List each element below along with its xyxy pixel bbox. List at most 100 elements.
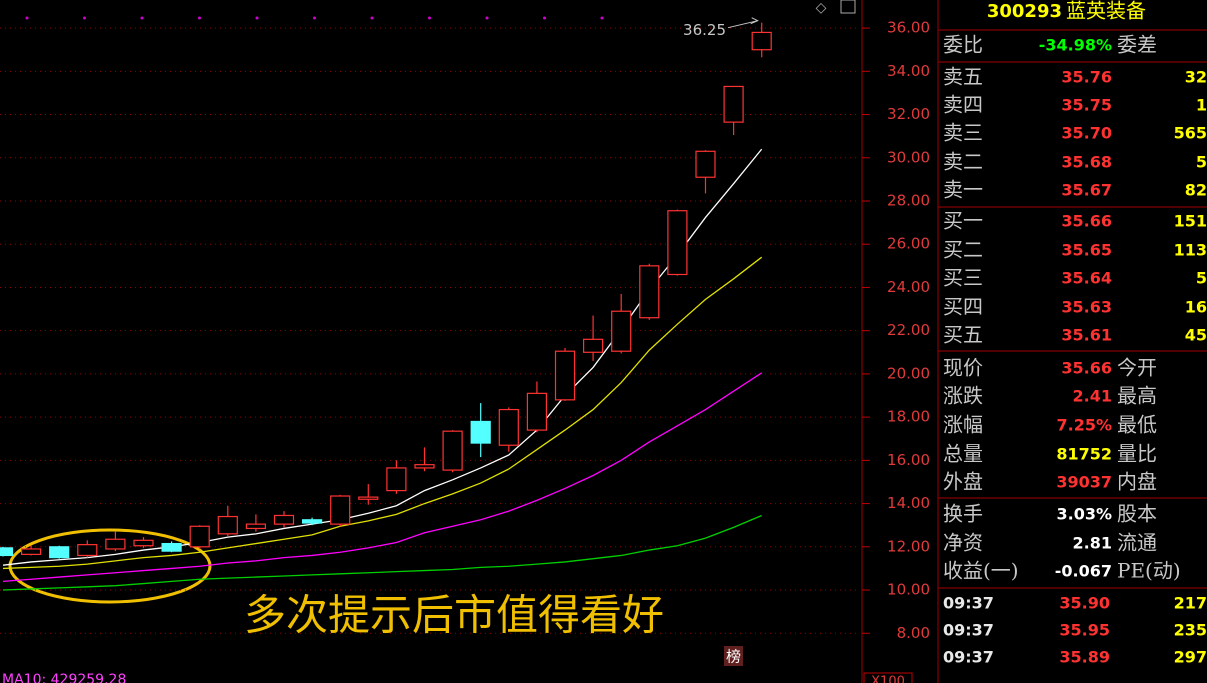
ma-line — [2, 256, 763, 570]
row-value: -0.067 — [1055, 562, 1112, 581]
row-label: 收益(一) — [943, 559, 1019, 583]
candle-body — [217, 515, 238, 535]
row-value: 35.63 — [1061, 298, 1112, 317]
marker-dot — [25, 16, 29, 20]
marker-dot — [313, 16, 316, 20]
candle-body — [470, 420, 491, 444]
row-label2: 量比 — [1117, 442, 1157, 466]
footer-label: MA10: 429259.28 — [2, 672, 126, 683]
candle-body — [21, 548, 42, 555]
candle-body — [498, 408, 519, 446]
candle-body — [554, 350, 576, 401]
candle-body — [358, 496, 379, 500]
y-tick-label: 30.00 — [887, 148, 930, 166]
trade-price: 35.90 — [1059, 594, 1110, 613]
candle-body — [386, 467, 407, 492]
stock-code: 300293 — [987, 1, 1062, 22]
y-tick-label: 34.00 — [887, 62, 930, 80]
row-value: 7.25% — [1056, 416, 1112, 435]
row-label2: 内盘 — [1117, 470, 1157, 494]
y-tick-label: 8.00 — [897, 624, 930, 642]
row-tail: 32 — [1185, 68, 1207, 87]
row-label: 买二 — [943, 238, 983, 262]
row-label2: 股本 — [1117, 502, 1157, 526]
caption: 多次提示后市值得看好 — [244, 591, 664, 640]
row-value: 39037 — [1056, 473, 1112, 492]
row-value: 35.65 — [1061, 241, 1112, 260]
scale-badge: X100 — [871, 675, 905, 683]
row-label: 卖三 — [943, 121, 983, 145]
row-value: 35.67 — [1061, 181, 1112, 200]
trade-volume: 235 — [1174, 621, 1207, 640]
ma-line — [2, 372, 763, 583]
row-label: 净资 — [943, 531, 983, 555]
row-label: 涨跌 — [943, 384, 983, 408]
candle-body — [611, 310, 632, 352]
row-label2: 委差 — [1117, 33, 1157, 57]
row-tail: 45 — [1185, 326, 1207, 345]
trade-volume: 297 — [1174, 648, 1207, 667]
candle-body — [245, 523, 266, 530]
row-label2: 最高 — [1117, 384, 1157, 408]
stock-name: 蓝英装备 — [1066, 0, 1146, 23]
marker-dot — [370, 16, 374, 20]
row-label: 卖二 — [943, 150, 983, 174]
row-value: 35.70 — [1061, 124, 1112, 143]
row-label2: 流通 — [1117, 531, 1157, 555]
trade-time: 09:37 — [943, 621, 994, 640]
y-tick-label: 28.00 — [887, 192, 930, 210]
candle-body — [189, 525, 210, 548]
high-annotation: 36.25 — [683, 21, 726, 39]
candle-body — [695, 150, 716, 178]
candle-body — [414, 464, 435, 469]
annotation-arrow — [727, 17, 759, 29]
row-label: 换手 — [943, 502, 983, 526]
row-label: 买五 — [943, 323, 983, 347]
icon-window[interactable] — [840, 0, 856, 14]
row-label: 委比 — [943, 33, 983, 57]
candle-body — [0, 547, 14, 557]
candle-body — [442, 430, 463, 471]
y-tick-label: 24.00 — [887, 278, 930, 296]
marker-dot — [198, 16, 201, 20]
y-tick-label: 12.00 — [887, 537, 930, 555]
row-label: 卖五 — [943, 65, 983, 89]
icon-diamond[interactable]: ◇ — [816, 0, 827, 16]
candle-body — [723, 85, 744, 123]
row-tail: 113 — [1174, 241, 1207, 260]
marker-dot — [83, 16, 86, 20]
candle-body — [526, 392, 548, 431]
candle-body — [302, 519, 323, 524]
row-value: 35.66 — [1061, 212, 1112, 231]
y-tick-label: 36.00 — [887, 19, 930, 37]
candle-body — [133, 539, 154, 547]
row-tail: 1 — [1196, 96, 1207, 115]
row-tail: 151 — [1174, 212, 1207, 231]
row-value: 35.61 — [1061, 326, 1112, 345]
y-tick-label: 14.00 — [887, 494, 930, 512]
row-value: 35.66 — [1061, 359, 1112, 378]
row-tail: 16 — [1185, 298, 1207, 317]
row-label2: 今开 — [1117, 356, 1157, 380]
row-label2: 最低 — [1117, 413, 1157, 437]
row-label: 现价 — [943, 356, 983, 380]
row-tail: 5 — [1196, 269, 1207, 288]
candle-body — [105, 538, 126, 550]
row-label: 买四 — [943, 295, 983, 319]
candle-body — [639, 265, 660, 319]
row-tail: 82 — [1185, 181, 1207, 200]
trade-time: 09:37 — [943, 594, 994, 613]
y-tick-label: 10.00 — [887, 581, 930, 599]
candle-body — [751, 31, 772, 51]
row-value: 35.68 — [1061, 153, 1112, 172]
row-label: 卖四 — [943, 93, 983, 117]
row-value: 81752 — [1056, 445, 1112, 464]
badge: 榜 — [726, 648, 741, 666]
row-value: -34.98% — [1039, 36, 1112, 55]
badge-box — [724, 646, 743, 666]
y-tick-label: 22.00 — [887, 321, 930, 339]
row-label: 外盘 — [943, 470, 983, 494]
